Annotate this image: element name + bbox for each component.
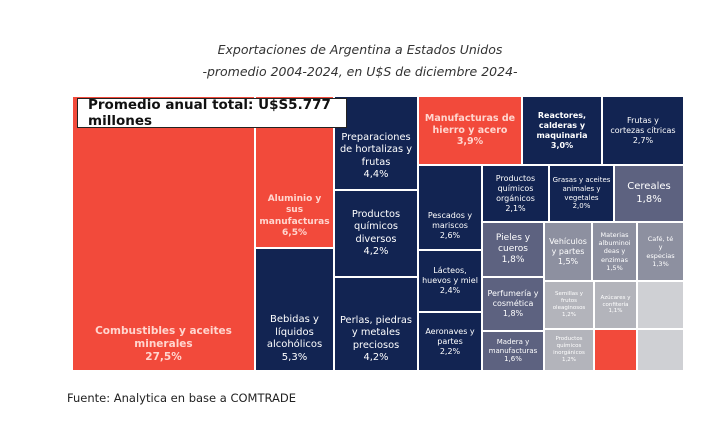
cell-label: Grasas y aceites animales y vegetales: [552, 176, 611, 202]
cell-label: Manufacturas de hierro y acero: [424, 112, 516, 136]
cell-label: Bebidas y líquidos alcohólicos: [266, 314, 323, 350]
cell-value: 3,0%: [550, 140, 574, 150]
cell-label: Lácteos, huevos y miel: [422, 266, 478, 285]
treemap-cell: Pescados y mariscos 2,6%: [418, 165, 482, 250]
treemap-cell: Grasas y aceites animales y vegetales 2,0…: [549, 165, 614, 222]
cell-value: 1,6%: [504, 355, 522, 364]
cell-label: Pieles y cueros: [495, 232, 531, 254]
treemap-cell: Materias albuminoi deas y enzimas 1,5%: [592, 222, 637, 281]
treemap-cell: [594, 329, 637, 371]
cell-value: 1,8%: [636, 193, 662, 205]
cell-value: 1,3%: [652, 259, 669, 268]
treemap-cell: Vehículos y partes 1,5%: [544, 222, 592, 281]
cell-label: Frutas y cortezas cítricas: [610, 115, 676, 135]
cell-label: Cereales: [627, 181, 671, 192]
treemap-cell: Perlas, piedras y metales preciosos 4,2%: [334, 277, 418, 371]
treemap-cell: Productos químicos inorgánicos 1,2%: [544, 329, 594, 371]
cell-value: 1,5%: [606, 263, 623, 272]
cell-value: 2,1%: [505, 203, 526, 213]
cell-value: 6,5%: [282, 227, 307, 238]
cell-label: Reactores, calderas y maquinaria: [536, 110, 588, 140]
cell-label: Café, té y especias: [646, 235, 675, 260]
treemap-cell: Manufacturas de hierro y acero 3,9%: [418, 96, 522, 165]
treemap-cell: Madera y manufacturas 1,6%: [482, 331, 544, 371]
cell-value: 2,4%: [439, 286, 461, 295]
treemap-cell: Reactores, calderas y maquinaria 3,0%: [522, 96, 602, 165]
cell-value: 1,8%: [502, 309, 524, 318]
total-annotation: Promedio anual total: U$S5.777 millones: [77, 97, 347, 129]
cell-label: Productos químicos inorgánicos: [553, 336, 585, 356]
cell-label: Aluminio y sus manufacturas: [259, 194, 330, 227]
cell-value: 27,5%: [145, 350, 182, 363]
treemap-cell: Perfumería y cosmética 1,8%: [482, 277, 544, 331]
cell-label: Preparaciones de hortalizas y frutas: [339, 132, 413, 168]
cell-value: 5,3%: [281, 351, 308, 363]
treemap-cell: Semillas y frutos oleaginosos 1,2%: [544, 281, 594, 329]
cell-label: Azúcares y confitería: [600, 294, 631, 308]
cell-label: Materias albuminoi deas y enzimas: [598, 231, 631, 264]
cell-label: Semillas y frutos oleaginosos: [552, 291, 586, 311]
treemap-cell: Preparaciones de hortalizas y frutas 4,4%: [334, 96, 418, 190]
cell-label: Perfumería y cosmética: [487, 289, 539, 308]
treemap-cell: Bebidas y líquidos alcohólicos 5,3%: [255, 248, 334, 371]
cell-label: Madera y manufacturas: [488, 337, 538, 355]
treemap-cell: Lácteos, huevos y miel 2,4%: [418, 250, 482, 312]
cell-value: 4,2%: [363, 245, 389, 257]
cell-value: 4,4%: [363, 168, 389, 180]
treemap-cell: Productos químicos orgánicos 2,1%: [482, 165, 549, 222]
cell-value: 2,2%: [439, 346, 461, 356]
cell-value: 2,6%: [439, 231, 461, 240]
treemap-cell: Combustibles y aceites minerales 27,5%: [72, 96, 255, 371]
cell-label: Pescados y mariscos: [427, 211, 473, 230]
treemap-cell: Café, té y especias 1,3%: [637, 222, 684, 281]
treemap-cell: Frutas y cortezas cítricas 2,7%: [602, 96, 684, 165]
chart-title: Exportaciones de Argentina a Estados Uni…: [217, 42, 503, 57]
treemap-cell: Aeronaves y partes 2,2%: [418, 312, 482, 371]
cell-value: 1,8%: [501, 255, 525, 266]
cell-value: 1,2%: [562, 356, 576, 363]
treemap-cell: Pieles y cueros 1,8%: [482, 222, 544, 277]
cell-value: 1,1%: [608, 308, 623, 315]
cell-label: Productos químicos orgánicos: [495, 173, 536, 203]
cell-label: Productos químicos diversos: [351, 209, 401, 245]
treemap-cell: [637, 281, 684, 329]
treemap-cell: [637, 329, 684, 371]
cell-value: 2,0%: [572, 202, 591, 211]
cell-label: Combustibles y aceites minerales: [95, 324, 232, 350]
cell-value: 4,2%: [363, 351, 389, 363]
cell-value: 3,9%: [456, 136, 484, 148]
cell-value: 1,2%: [562, 311, 576, 318]
cell-label: Aeronaves y partes: [425, 326, 475, 346]
source-note: Fuente: Analytica en base a COMTRADE: [67, 391, 297, 405]
cell-label: Perlas, piedras y metales preciosos: [340, 315, 412, 351]
treemap-cell: Azúcares y confitería 1,1%: [594, 281, 637, 329]
treemap-cell: Cereales 1,8%: [614, 165, 684, 222]
chart-subtitle: -promedio 2004-2024, en U$S de diciembre…: [202, 64, 518, 79]
treemap-cell: Productos químicos diversos 4,2%: [334, 190, 418, 277]
cell-value: 2,7%: [632, 135, 654, 145]
cell-label: Vehículos y partes: [549, 236, 587, 256]
cell-value: 1,5%: [557, 256, 579, 266]
